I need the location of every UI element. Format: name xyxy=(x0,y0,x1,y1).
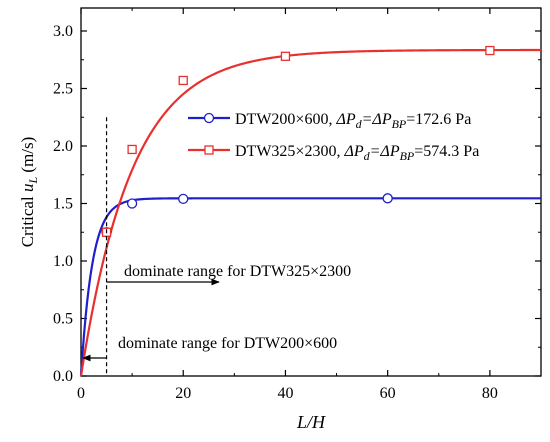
legend-sub: d xyxy=(356,117,363,131)
legend-label-1: DTW200×600, ΔPd=ΔPBP=172.6 Pa xyxy=(235,111,471,131)
legend-sub: BP xyxy=(392,117,407,131)
x-tick-label: 80 xyxy=(482,385,498,402)
markers xyxy=(101,45,495,238)
axis-labels: L/H Critical uL (m/s) xyxy=(18,137,326,432)
series-1-point xyxy=(126,198,138,209)
y-label-var: u xyxy=(18,184,37,193)
series-2-point xyxy=(280,51,291,61)
legend-text: =ΔP xyxy=(362,111,392,128)
legend-text: ΔP xyxy=(343,143,363,160)
y-tick-label: 0.5 xyxy=(53,311,73,328)
legend-text: DTW200×600, xyxy=(235,111,336,128)
series-line-1 xyxy=(79,197,541,377)
series-1-point xyxy=(178,193,189,205)
y-tick-label: 3.0 xyxy=(53,23,73,40)
y-tick-label: 1.0 xyxy=(53,253,73,270)
legend-marker-1 xyxy=(203,112,215,124)
legend-sub: BP xyxy=(400,149,415,163)
series-2-point xyxy=(485,45,495,56)
y-label-text: Critical xyxy=(18,192,37,247)
y-tick-label: 1.5 xyxy=(53,196,73,213)
y-tick-label: 0.0 xyxy=(53,368,73,385)
x-tick-label: 0 xyxy=(77,385,85,402)
legend-text: =172.6 Pa xyxy=(406,111,471,128)
y-tick-label: 2.0 xyxy=(53,138,73,155)
y-label-unit: (m/s) xyxy=(18,137,37,177)
x-tick-label: 40 xyxy=(277,385,293,402)
legend-text: =ΔP xyxy=(370,143,400,160)
legend-text: ΔP xyxy=(335,111,355,128)
plot-frame xyxy=(80,7,542,377)
legend: DTW200×600, ΔPd=ΔPBP=172.6 PaDTW325×2300… xyxy=(188,111,479,163)
y-label-sub: L xyxy=(26,177,40,185)
legend-text: DTW325×2300, xyxy=(235,143,344,160)
legend-text: =574.3 Pa xyxy=(414,143,479,160)
x-axis-label: L/H xyxy=(296,412,326,432)
curves xyxy=(79,48,541,377)
series-line-2 xyxy=(79,48,541,377)
x-tick-label: 20 xyxy=(175,385,191,402)
legend-label-2: DTW325×2300, ΔPd=ΔPBP=574.3 Pa xyxy=(235,143,479,163)
annotations: dominate range for DTW325×2300 dominate r… xyxy=(82,117,351,376)
y-axis-label: Critical uL (m/s) xyxy=(18,137,40,248)
series-1-point xyxy=(382,193,393,204)
annotation-dtw325: dominate range for DTW325×2300 xyxy=(124,263,351,280)
series-2-point xyxy=(178,75,188,86)
annotation-dtw200: dominate range for DTW200×600 xyxy=(118,335,337,352)
legend-sub: d xyxy=(364,149,371,163)
axes: 0 20 40 60 80 0.0 0.5 1.0 1.5 2.0 2.5 3.0 xyxy=(53,7,542,402)
legend-marker-2 xyxy=(204,145,214,155)
y-tick-label: 2.5 xyxy=(53,81,73,98)
series-2-point xyxy=(127,144,137,155)
x-tick-label: 60 xyxy=(380,385,396,402)
